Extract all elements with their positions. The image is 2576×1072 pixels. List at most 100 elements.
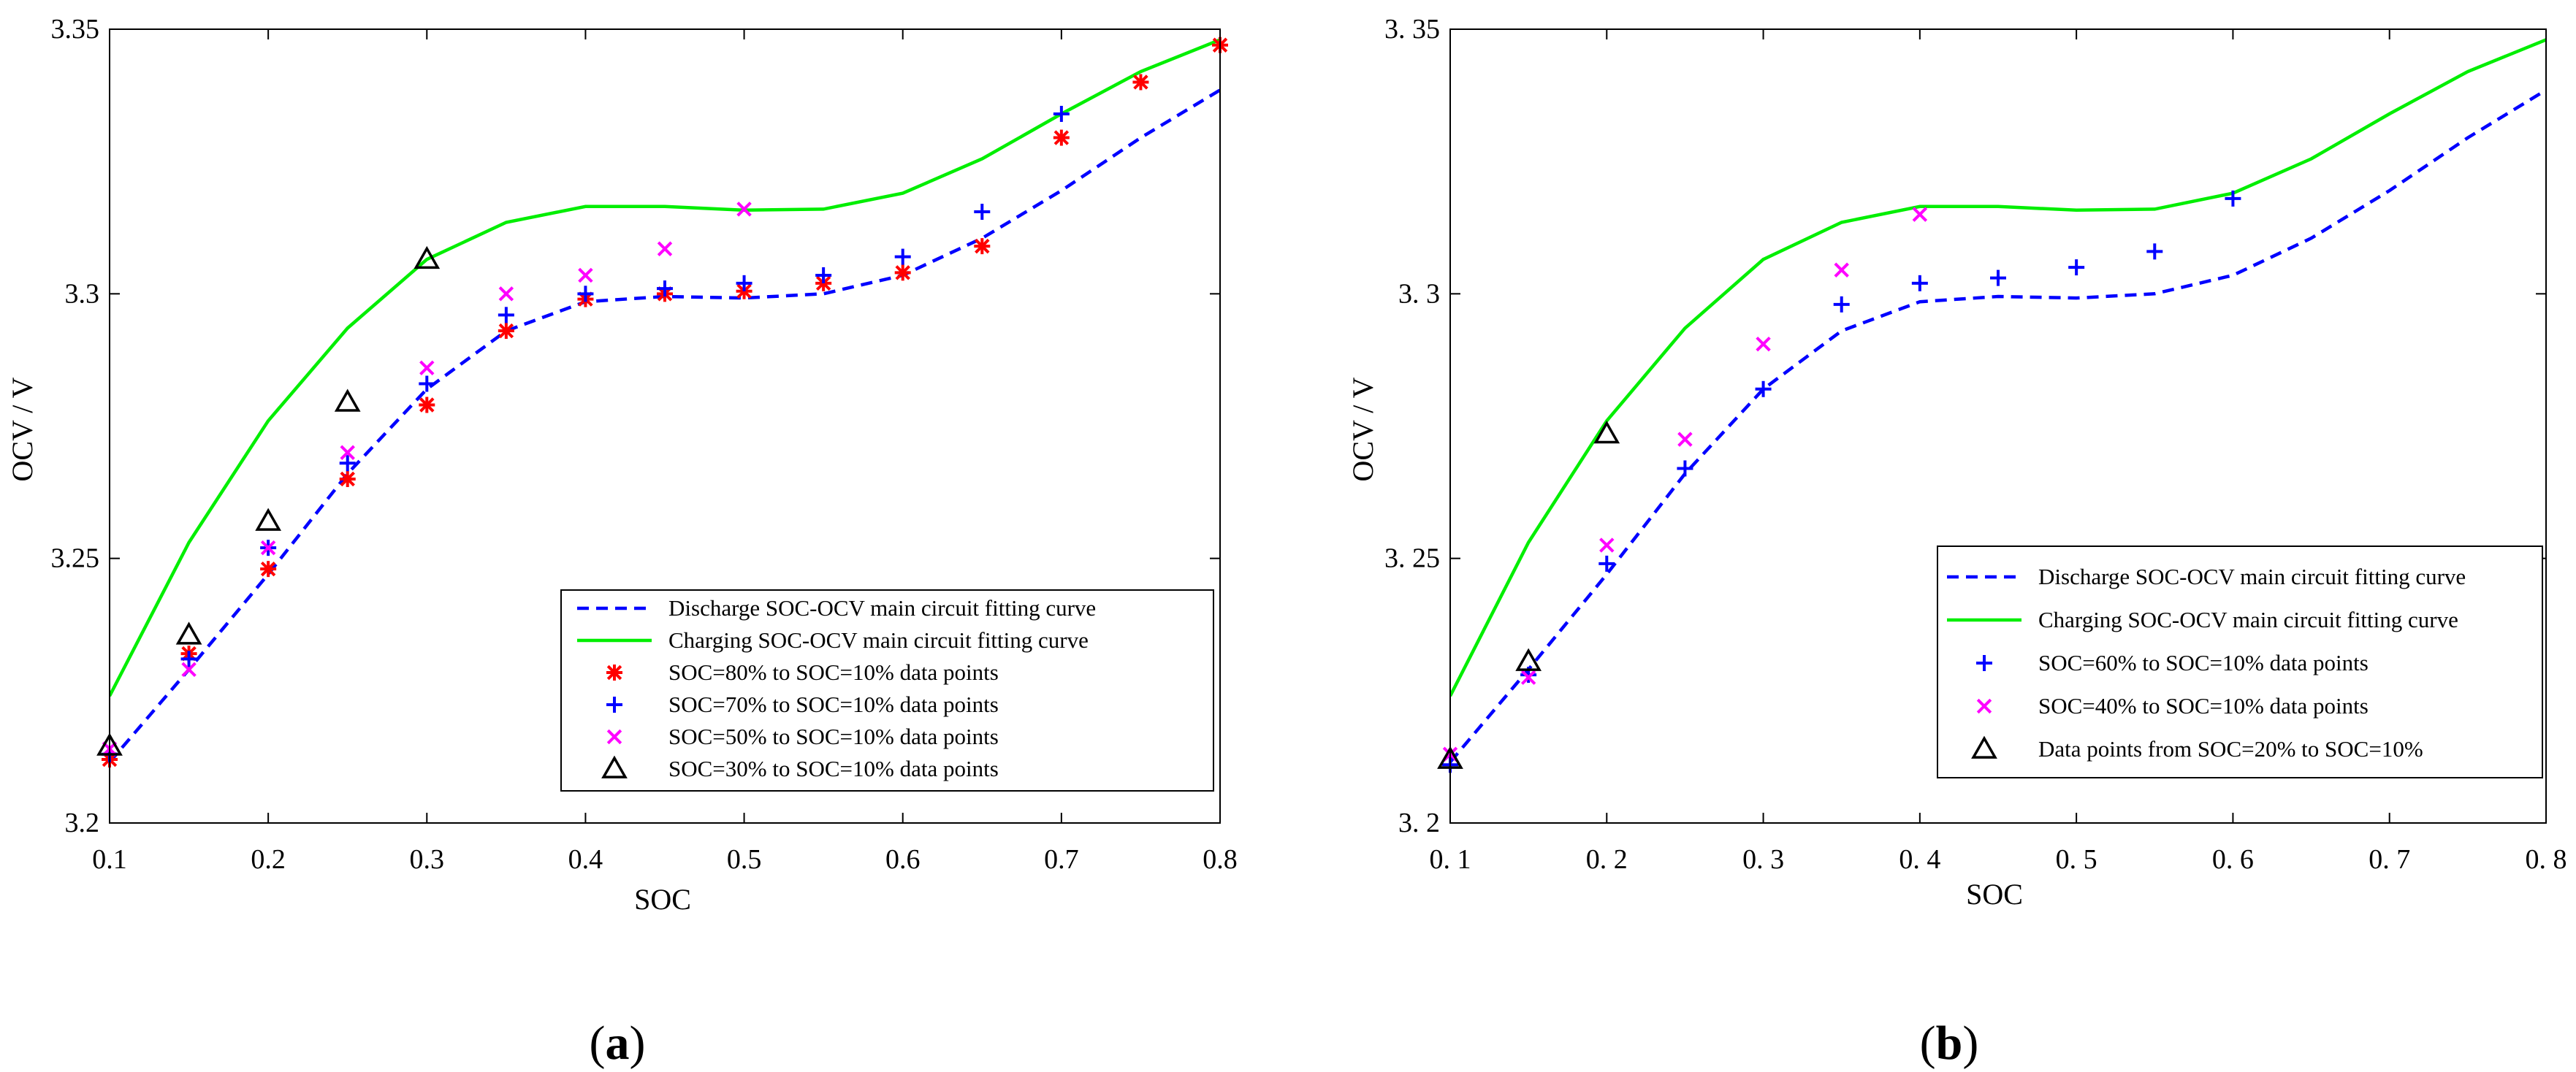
- y-tick-label-a-2: 3.3: [65, 278, 100, 309]
- data-point-a-5-1: [175, 621, 202, 645]
- legend-entry-a-3: SOC=70% to SOC=10% data points: [668, 692, 999, 717]
- data-point-b-3-3: [1677, 432, 1693, 447]
- x-tick-label-b-1: 0. 2: [1586, 844, 1628, 875]
- x-tick-label-b-5: 0. 6: [2212, 844, 2254, 875]
- data-point-b-2-5: [1833, 296, 1850, 313]
- data-point-a-3-9: [815, 267, 832, 283]
- chart-panel-a: 0.1 0.2 0.3 0.4 0.5 0.6 0.7 0.8 3.2 3.25 3.3 3.35 SO…: [6, 14, 1238, 1070]
- data-point-a-3-1: [180, 651, 197, 667]
- legend-entry-a-0: Discharge SOC-OCV main circuit fitting c…: [668, 595, 1096, 621]
- data-point-a-4-8: [736, 202, 752, 217]
- axes-frame-b: [1449, 28, 2547, 824]
- legend-entry-b-0: Discharge SOC-OCV main circuit fitting c…: [2038, 564, 2466, 589]
- x-tick-label-a-2: 0.3: [410, 844, 445, 875]
- x-tick-label-a-7: 0.8: [1203, 844, 1238, 875]
- data-point-a-2-2: [260, 561, 277, 578]
- x-tick-label-b-7: 0. 8: [2526, 844, 2567, 875]
- data-point-a-2-13: [1132, 74, 1149, 91]
- x-tick-label-a-1: 0.2: [251, 844, 286, 875]
- y-tick-label-b-0: 3. 2: [1398, 808, 1440, 838]
- data-point-a-2-4: [419, 397, 435, 413]
- x-tick-label-b-0: 0. 1: [1430, 844, 1471, 875]
- y-tick-label-b-1: 3. 25: [1384, 543, 1440, 574]
- data-point-a-3-8: [736, 275, 752, 291]
- series-line-a-1: [110, 38, 1220, 697]
- y-tick-label-a-1: 3.25: [51, 543, 100, 574]
- data-point-a-3-10: [894, 248, 911, 265]
- axes-frame-a: [109, 28, 1221, 824]
- x-tick-label-b-6: 0. 7: [2369, 844, 2410, 875]
- y-tick-label-b-2: 3. 3: [1398, 278, 1440, 309]
- data-point-b-3-2: [1599, 537, 1615, 553]
- data-point-b-2-10: [2225, 190, 2241, 207]
- x-tick-label-a-3: 0.4: [568, 844, 603, 875]
- legend-entry-a-5: SOC=30% to SOC=10% data points: [668, 756, 999, 781]
- data-point-a-4-2: [260, 540, 276, 556]
- data-point-a-3-4: [419, 375, 435, 392]
- data-point-b-3-4: [1756, 336, 1771, 352]
- x-axis-label-a: SOC: [634, 883, 691, 916]
- data-point-a-3-7: [657, 280, 673, 297]
- x-tick-label-b-4: 0. 5: [2056, 844, 2097, 875]
- legend-swatch-b-3: [1976, 698, 1992, 714]
- data-point-a-3-11: [974, 204, 991, 221]
- data-point-a-4-6: [578, 267, 593, 283]
- data-point-b-2-6: [1911, 275, 1928, 291]
- legend-swatch-a-3: [606, 697, 622, 713]
- data-point-a-2-3: [339, 470, 356, 487]
- x-tick-label-a-4: 0.5: [727, 844, 762, 875]
- legend-swatch-b-4: [1971, 735, 1997, 759]
- data-point-a-5-2: [255, 508, 282, 531]
- legend-entry-a-2: SOC=80% to SOC=10% data points: [668, 659, 999, 685]
- data-point-a-2-11: [974, 238, 991, 255]
- legend-swatch-a-5: [601, 755, 628, 778]
- panel-label-a: (a): [590, 1017, 646, 1070]
- data-point-b-4-2: [1593, 420, 1620, 444]
- y-tick-label-b-3: 3. 35: [1384, 14, 1440, 45]
- data-point-b-3-5: [1834, 262, 1849, 277]
- legend-box-b: [1937, 545, 2543, 778]
- data-point-a-4-4: [419, 360, 435, 376]
- legend-entry-a-4: SOC=50% to SOC=10% data points: [668, 724, 999, 749]
- data-point-b-2-9: [2146, 243, 2163, 260]
- x-tick-label-b-2: 0. 3: [1742, 844, 1784, 875]
- data-point-b-2-8: [2068, 259, 2085, 276]
- x-tick-label-a-6: 0.7: [1044, 844, 1079, 875]
- data-point-a-3-12: [1053, 105, 1070, 122]
- legend-swatch-a-2: [606, 665, 622, 681]
- legend-entry-a-1: Charging SOC-OCV main circuit fitting cu…: [668, 627, 1089, 653]
- data-point-b-2-2: [1598, 555, 1615, 572]
- data-point-a-4-5: [498, 286, 514, 302]
- data-point-b-3-6: [1912, 207, 1928, 222]
- data-point-a-4-3: [340, 445, 355, 460]
- y-tick-label-a-0: 3.2: [65, 808, 100, 838]
- data-point-a-2-5: [498, 323, 514, 340]
- legend-entry-b-1: Charging SOC-OCV main circuit fitting cu…: [2038, 607, 2458, 632]
- series-line-a-0: [110, 88, 1220, 764]
- legend-box-a: [560, 589, 1214, 792]
- data-point-a-4-7: [657, 241, 673, 256]
- chart-panel-b: 0. 1 0. 2 0. 3 0. 4 0. 5 0. 6 0. 7 0. 8 3. 2 3. 2…: [1346, 14, 2567, 1070]
- legend-b: Discharge SOC-OCV main circuit fitting c…: [1937, 545, 2543, 778]
- data-point-a-4-1: [181, 662, 197, 678]
- y-tick-label-a-3: 3.35: [51, 14, 100, 45]
- x-tick-label-a-0: 0.1: [92, 844, 127, 875]
- y-axis-label-a: OCV / V: [6, 377, 39, 481]
- y-axis-label-b: OCV / V: [1346, 377, 1379, 481]
- data-point-a-2-12: [1053, 129, 1070, 146]
- data-point-b-4-1: [1515, 648, 1542, 671]
- x-tick-label-a-5: 0.6: [885, 844, 921, 875]
- legend-entry-b-4: Data points from SOC=20% to SOC=10%: [2038, 736, 2423, 762]
- data-point-a-2-10: [894, 264, 911, 281]
- data-point-a-3-3: [339, 455, 356, 472]
- panel-label-b: (b): [1920, 1017, 1979, 1070]
- data-point-a-3-5: [498, 307, 514, 323]
- data-point-a-3-6: [577, 286, 594, 302]
- legend-entry-b-2: SOC=60% to SOC=10% data points: [2038, 650, 2369, 675]
- legend-swatch-a-4: [606, 729, 622, 745]
- legend-swatch-b-2: [1976, 655, 1992, 671]
- data-point-a-5-3: [334, 388, 361, 412]
- data-point-b-2-4: [1755, 380, 1772, 397]
- series-line-b-1: [1450, 38, 2546, 697]
